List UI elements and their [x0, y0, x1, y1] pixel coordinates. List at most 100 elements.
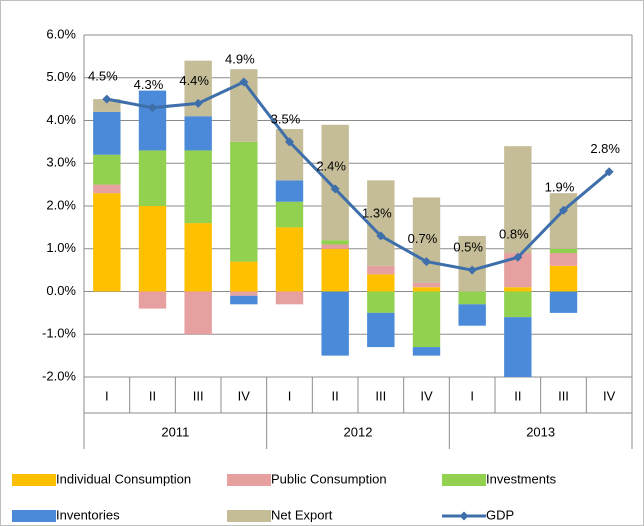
- bar: [184, 291, 212, 335]
- bar: [412, 282, 441, 288]
- y-tick-label: 4.0%: [46, 112, 76, 127]
- bar: [321, 124, 349, 241]
- bar: [275, 291, 304, 305]
- bar: [412, 197, 441, 283]
- bar: [504, 146, 532, 254]
- bar: [93, 99, 121, 112]
- bar: [275, 129, 304, 181]
- line-marker: [604, 167, 614, 177]
- bar: [230, 141, 258, 262]
- y-tick-label: 5.0%: [46, 69, 76, 84]
- y-tick-label: 6.0%: [46, 26, 76, 41]
- bar: [504, 291, 532, 318]
- line-marker: [102, 94, 112, 104]
- x-tick-label: IV: [238, 388, 251, 403]
- x-tick-label: III: [193, 388, 204, 403]
- x-tick-label: I: [470, 388, 474, 403]
- bar: [93, 184, 121, 194]
- x-tick-label: II: [514, 388, 521, 403]
- bar: [138, 206, 167, 292]
- bar: [275, 180, 304, 202]
- bar: [184, 150, 212, 224]
- line-marker: [513, 252, 523, 262]
- x-tick-label: IV: [603, 388, 616, 403]
- line-marker: [239, 77, 249, 87]
- bar: [230, 291, 258, 296]
- bar: [367, 291, 395, 313]
- y-tick-label: 0.0%: [46, 283, 76, 298]
- bar: [321, 240, 349, 245]
- bar: [321, 244, 349, 249]
- line-marker: [376, 231, 386, 241]
- bar: [412, 291, 441, 348]
- bar: [412, 287, 441, 292]
- legend-swatch: [12, 474, 56, 486]
- x-tick-label: II: [149, 388, 156, 403]
- bar: [458, 291, 486, 305]
- bar: [412, 347, 441, 356]
- x-tick-label: II: [332, 388, 339, 403]
- legend-label: Investments: [486, 471, 557, 486]
- legend-label: Inventories: [56, 507, 120, 522]
- legend-label: Individual Consumption: [56, 471, 191, 486]
- line-marker: [422, 257, 431, 267]
- bar: [504, 317, 532, 377]
- year-label: 2013: [526, 424, 555, 439]
- bar: [93, 111, 121, 155]
- bar: [458, 235, 486, 292]
- legend-marker: [459, 511, 469, 521]
- legend-label: GDP: [486, 507, 514, 522]
- data-label: 2.4%: [316, 158, 346, 173]
- bar: [549, 265, 578, 292]
- line-marker: [285, 137, 294, 147]
- data-label: 1.9%: [545, 180, 575, 195]
- bar: [321, 291, 349, 356]
- bar: [230, 295, 258, 305]
- legend-swatch: [227, 474, 271, 486]
- data-label: 2.8%: [590, 141, 620, 156]
- legend-label: Public Consumption: [271, 471, 387, 486]
- bar: [93, 193, 121, 292]
- y-tick-label: -2.0%: [42, 368, 76, 383]
- data-label: 4.9%: [225, 51, 255, 66]
- bar: [367, 312, 395, 348]
- y-tick-label: -1.0%: [42, 326, 76, 341]
- x-tick-label: III: [558, 388, 569, 403]
- y-tick-label: 2.0%: [46, 197, 76, 212]
- bar: [549, 248, 578, 254]
- bar: [321, 248, 349, 292]
- bar: [138, 291, 167, 309]
- line: [106, 80, 611, 272]
- y-tick-label: 1.0%: [46, 240, 76, 255]
- legend-swatch: [442, 474, 486, 486]
- year-label: 2011: [161, 424, 189, 439]
- bar: [275, 201, 304, 228]
- data-label: 0.8%: [499, 227, 529, 242]
- legend-swatch: [12, 510, 56, 522]
- data-label: 4.5%: [88, 69, 118, 84]
- bar: [504, 287, 532, 292]
- x-tick-label: I: [105, 388, 109, 403]
- data-label: 4.3%: [134, 77, 164, 92]
- bar: [549, 291, 578, 313]
- bar: [184, 223, 212, 292]
- data-label: 0.5%: [453, 240, 483, 255]
- legend-label: Net Export: [271, 507, 333, 522]
- bar: [367, 274, 395, 292]
- x-tick-label: III: [375, 388, 386, 403]
- data-label: 0.7%: [408, 231, 438, 246]
- data-label: 3.5%: [271, 111, 301, 126]
- x-tick-label: IV: [420, 388, 433, 403]
- bar: [230, 261, 258, 292]
- line-marker: [467, 265, 477, 275]
- bar: [275, 227, 304, 292]
- bar: [184, 116, 212, 151]
- year-label: 2012: [344, 424, 373, 439]
- legend-swatch: [227, 510, 271, 522]
- bar: [367, 265, 395, 275]
- bar: [138, 90, 167, 151]
- line-marker: [193, 98, 203, 108]
- bar: [549, 253, 578, 266]
- y-tick-label: 3.0%: [46, 155, 76, 170]
